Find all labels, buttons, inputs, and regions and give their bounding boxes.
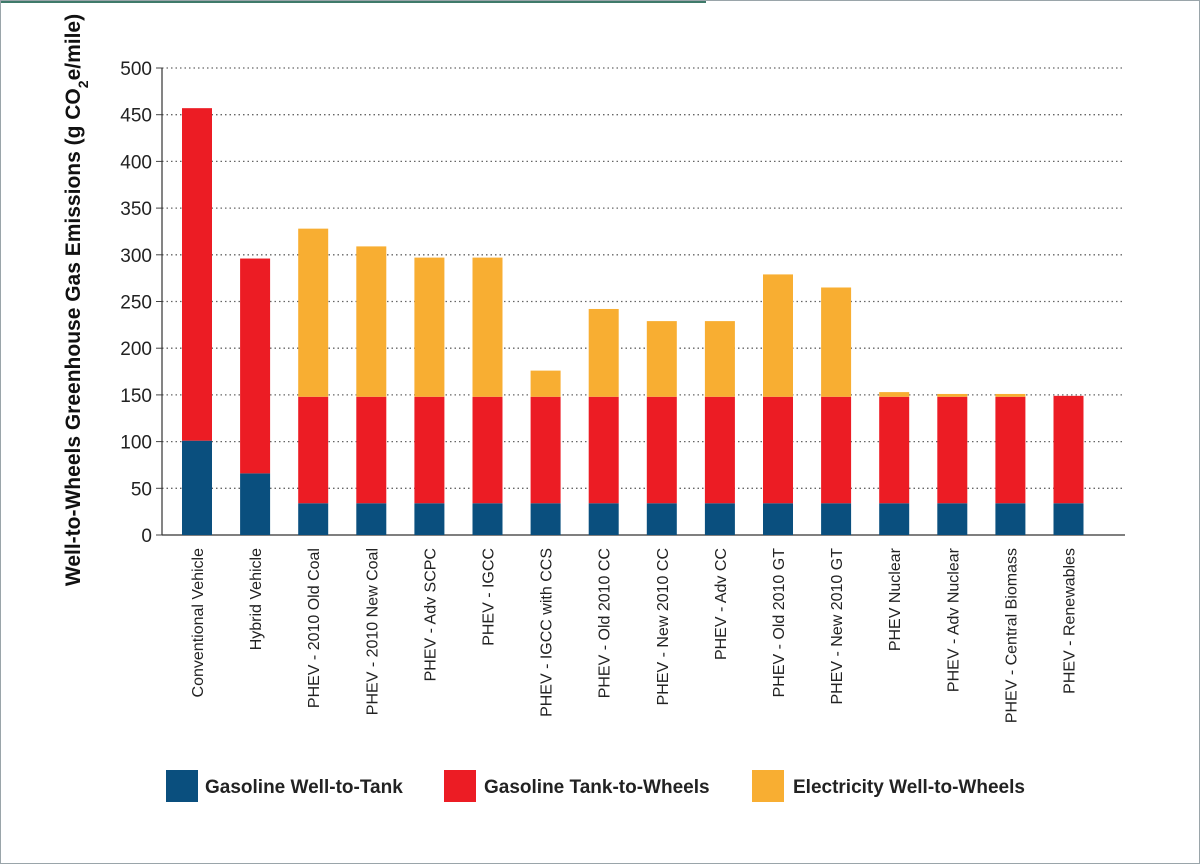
- x-category-label: PHEV - 2010 Old Coal: [306, 548, 323, 708]
- bar-segment-gasoline-well-to-tank: [821, 503, 852, 535]
- bar-segment-gasoline-well-to-tank: [356, 503, 387, 535]
- y-tick-label: 500: [120, 59, 152, 80]
- y-tick-label: 350: [120, 199, 152, 220]
- bar-segment-gasoline-well-to-tank: [763, 503, 793, 535]
- y-axis-label: Well-to-Wheels Greenhouse Gas Emissions …: [62, 14, 91, 586]
- bar-segment-gasoline-well-to-tank: [414, 503, 445, 535]
- bar-segment-electricity-well-to-wheels: [356, 246, 387, 397]
- x-category-label: PHEV - New 2010 GT: [829, 548, 846, 705]
- bar-segment-gasoline-tank-to-wheels: [182, 108, 212, 441]
- bar-segment-electricity-well-to-wheels: [879, 392, 910, 397]
- bar-segment-gasoline-tank-to-wheels: [414, 396, 445, 504]
- bar-segment-gasoline-tank-to-wheels: [995, 396, 1026, 504]
- top-accent-line: [1, 1, 706, 3]
- bar-segment-electricity-well-to-wheels: [821, 287, 852, 397]
- x-category-label: PHEV - IGCC: [481, 548, 498, 646]
- bar-segment-gasoline-well-to-tank: [704, 503, 735, 535]
- x-category-label: PHEV - Old 2010 CC: [597, 548, 614, 698]
- bar-segment-electricity-well-to-wheels: [472, 257, 503, 397]
- bar-segment-gasoline-tank-to-wheels: [937, 396, 968, 504]
- legend-swatch: [444, 770, 476, 802]
- bar-segment-gasoline-tank-to-wheels: [763, 396, 793, 504]
- bar-segment-electricity-well-to-wheels: [704, 321, 735, 397]
- bar-segment-gasoline-tank-to-wheels: [704, 396, 735, 504]
- y-tick-label: 150: [120, 386, 152, 407]
- bar-segment-gasoline-well-to-tank: [182, 440, 212, 535]
- bar-segment-electricity-well-to-wheels: [937, 393, 968, 397]
- bar-segment-electricity-well-to-wheels: [530, 370, 561, 397]
- x-category-label: PHEV - Adv SCPC: [422, 548, 439, 681]
- x-category-label: PHEV - Central Biomass: [1003, 548, 1020, 723]
- legend-label: Gasoline Well-to-Tank: [205, 777, 403, 798]
- y-tick-label: 0: [141, 526, 152, 547]
- x-category-label: PHEV - 2010 New Coal: [364, 548, 381, 715]
- y-tick-label: 50: [131, 479, 152, 500]
- y-tick-label: 100: [120, 433, 152, 454]
- x-category-label: PHEV - Adv Nuclear: [945, 547, 962, 692]
- x-category-label: PHEV Nuclear: [887, 547, 904, 651]
- bar-segment-gasoline-tank-to-wheels: [472, 396, 503, 504]
- bars: [182, 108, 1084, 535]
- bar-segment-gasoline-tank-to-wheels: [588, 396, 619, 504]
- x-category-label: Conventional Vehicle: [190, 548, 207, 698]
- bar-segment-gasoline-tank-to-wheels: [356, 396, 387, 504]
- bar-segment-gasoline-tank-to-wheels: [240, 258, 271, 474]
- bar-segment-gasoline-well-to-tank: [995, 503, 1026, 535]
- bar-segment-gasoline-tank-to-wheels: [879, 396, 910, 504]
- x-category-labels: Conventional Vehicle Hybrid Vehicle PHEV -…: [190, 547, 1079, 723]
- bar-segment-gasoline-well-to-tank: [240, 473, 271, 535]
- bar-segment-electricity-well-to-wheels: [646, 321, 677, 397]
- legend-label: Gasoline Tank-to-Wheels: [484, 777, 710, 798]
- x-category-label: PHEV - Adv CC: [713, 548, 730, 660]
- x-category-label: PHEV - IGCC with CCS: [539, 548, 556, 717]
- x-category-label: PHEV - Old 2010 GT: [771, 548, 788, 698]
- bar-segment-electricity-well-to-wheels: [298, 228, 329, 397]
- bar-segment-gasoline-tank-to-wheels: [298, 396, 329, 504]
- bar-segment-gasoline-well-to-tank: [646, 503, 677, 535]
- legend-label: Electricity Well-to-Wheels: [793, 777, 1025, 798]
- bar-segment-gasoline-tank-to-wheels: [646, 396, 677, 504]
- bar-segment-electricity-well-to-wheels: [414, 257, 445, 397]
- legend-swatch: [752, 770, 784, 802]
- legend-swatch: [166, 770, 198, 802]
- bar-segment-gasoline-well-to-tank: [1053, 503, 1084, 535]
- bar-segment-gasoline-well-to-tank: [298, 503, 329, 535]
- bar-segment-gasoline-well-to-tank: [937, 503, 968, 535]
- x-category-label: PHEV - Renewables: [1062, 548, 1079, 694]
- bar-segment-gasoline-well-to-tank: [530, 503, 561, 535]
- y-tick-label: 250: [120, 293, 152, 314]
- bar-segment-gasoline-tank-to-wheels: [530, 396, 561, 504]
- y-tick-label: 300: [120, 246, 152, 267]
- y-tick-label: 400: [120, 152, 152, 173]
- legend: Gasoline Well-to-Tank Gasoline Tank-to-Wh…: [166, 770, 1025, 802]
- bar-segment-electricity-well-to-wheels: [763, 274, 793, 397]
- y-tick-label: 200: [120, 339, 152, 360]
- bar-segment-gasoline-tank-to-wheels: [821, 396, 852, 504]
- bar-segment-electricity-well-to-wheels: [588, 308, 619, 397]
- bar-segment-gasoline-well-to-tank: [472, 503, 503, 535]
- y-tick-labels: 0 50 100 150 200 250 300 350 400 450 500: [120, 59, 152, 547]
- x-category-label: PHEV - New 2010 CC: [655, 548, 672, 705]
- bar-segment-gasoline-tank-to-wheels: [1053, 395, 1084, 504]
- bar-segment-gasoline-well-to-tank: [879, 503, 910, 535]
- bar-segment-gasoline-well-to-tank: [588, 503, 619, 535]
- x-category-label: Hybrid Vehicle: [248, 548, 265, 650]
- bar-segment-electricity-well-to-wheels: [995, 393, 1026, 397]
- y-axis-title: Well-to-Wheels Greenhouse Gas Emissions …: [62, 14, 91, 586]
- y-tick-label: 450: [120, 106, 152, 127]
